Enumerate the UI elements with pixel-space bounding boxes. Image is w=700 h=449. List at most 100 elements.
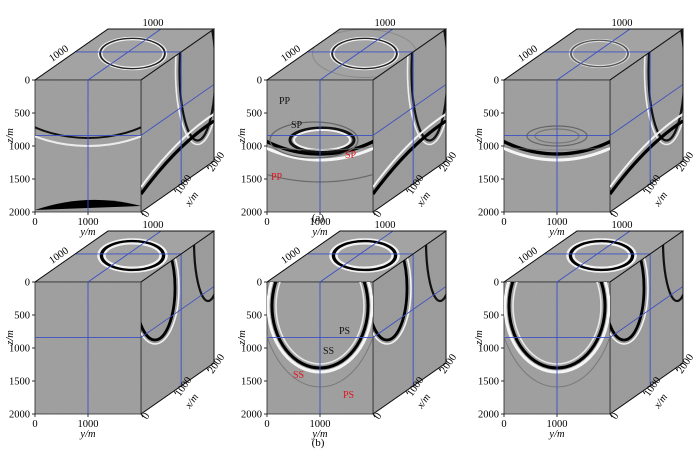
x-axis-label: x/m xyxy=(652,392,671,412)
x-tick xyxy=(675,367,679,372)
side-wavefront xyxy=(373,29,446,195)
top-wavefront xyxy=(97,238,168,273)
y-tick-label: 0 xyxy=(264,419,269,430)
z-tick-label: 2000 xyxy=(241,410,262,421)
crosshair-top-a xyxy=(556,230,631,283)
y-axis-label: y/m xyxy=(548,429,565,440)
y-axis-label: y/m xyxy=(311,227,328,238)
caption-b: (b) xyxy=(312,437,325,449)
z-tick-label: 1500 xyxy=(478,377,499,388)
x-tick xyxy=(438,367,442,372)
x-tick xyxy=(372,211,376,216)
y-tick-label: 0 xyxy=(264,217,269,228)
wave-label-ps-red: PS xyxy=(343,390,354,401)
z-tick-label: 1500 xyxy=(241,175,262,186)
z-tick-label: 2000 xyxy=(9,410,30,421)
y-tick-label: 1000 xyxy=(547,217,568,228)
x-tick-label: 0 xyxy=(609,411,621,422)
wave-label-sp-black: SP xyxy=(291,120,303,131)
x-tick xyxy=(405,188,409,193)
crosshair-side-h xyxy=(140,286,215,338)
wave-label-ps-black: PS xyxy=(339,326,350,337)
z-tick-label: 0 xyxy=(257,278,262,289)
x-tick-label: 0 xyxy=(372,411,384,422)
x-axis-label: x/m xyxy=(652,190,671,210)
z-tick-label: 1000 xyxy=(9,142,30,153)
cube-side-texture xyxy=(373,29,446,212)
top-edge-tick-label: 1000 xyxy=(612,220,633,231)
x-axis-label: x/m xyxy=(415,392,434,412)
crosshair-side-h xyxy=(140,84,215,136)
side-wavefront xyxy=(141,29,214,195)
top-wavefront xyxy=(329,238,400,273)
top-edge-tick-label: 1000 xyxy=(143,220,164,231)
cube-side-texture xyxy=(141,29,214,212)
y-tick-label: 0 xyxy=(501,217,506,228)
x-tick xyxy=(642,390,646,395)
wave-label-pp-black: PP xyxy=(279,96,291,107)
z-axis-label: z/m xyxy=(5,330,16,346)
z-axis-label: z/m xyxy=(5,128,16,144)
x-axis-label: x/m xyxy=(183,392,202,412)
crosshair-top-a xyxy=(87,28,162,81)
y-tick-label: 1000 xyxy=(78,419,99,430)
crosshair-top-a xyxy=(556,28,631,81)
x-axis-label: x/m xyxy=(183,190,202,210)
y-tick-label: 1000 xyxy=(547,419,568,430)
top-wavefront xyxy=(566,238,637,273)
z-tick-label: 0 xyxy=(494,76,499,87)
z-tick-label: 2000 xyxy=(9,208,30,219)
z-tick-label: 500 xyxy=(246,109,262,120)
z-tick-label: 1000 xyxy=(241,142,262,153)
y-tick-label: 0 xyxy=(501,419,506,430)
side-wavefront xyxy=(610,29,683,195)
top-edge-tick-label: 1000 xyxy=(612,18,633,29)
x-tick-label: 0 xyxy=(372,209,384,220)
y-tick-label: 0 xyxy=(32,217,37,228)
x-tick xyxy=(206,165,210,170)
y-tick-label: 1000 xyxy=(78,217,99,228)
z-tick-label: 1500 xyxy=(241,377,262,388)
y-axis-label: y/m xyxy=(79,429,96,440)
z-axis-label: z/m xyxy=(237,330,248,346)
z-tick-label: 1000 xyxy=(478,344,499,355)
z-tick-label: 2000 xyxy=(478,410,499,421)
z-tick-label: 1000 xyxy=(9,344,30,355)
x-tick xyxy=(140,413,144,418)
crosshair-top-a xyxy=(87,230,162,283)
z-tick-label: 2000 xyxy=(478,208,499,219)
top-edge-tick-label: 1000 xyxy=(375,220,396,231)
top-wavefront xyxy=(568,38,631,69)
wave-label-pp-red: PP xyxy=(271,172,283,183)
x-tick xyxy=(206,367,210,372)
y-tick-label: 1000 xyxy=(310,419,331,430)
y-axis-label: y/m xyxy=(548,227,565,238)
crosshair-top-a xyxy=(319,230,394,283)
caption-a: (a) xyxy=(312,212,325,224)
x-tick xyxy=(140,211,144,216)
z-tick-label: 500 xyxy=(14,109,30,120)
x-tick xyxy=(642,188,646,193)
top-edge-tick-label: 1000 xyxy=(375,18,396,29)
z-tick-label: 1000 xyxy=(241,344,262,355)
z-axis-label: z/m xyxy=(237,128,248,144)
z-tick-label: 500 xyxy=(246,311,262,322)
z-tick-label: 500 xyxy=(483,311,499,322)
cube-side-texture xyxy=(610,29,683,212)
y-axis-label: y/m xyxy=(311,429,328,440)
z-tick-label: 500 xyxy=(14,311,30,322)
x-tick-label: 0 xyxy=(140,411,152,422)
z-tick-label: 0 xyxy=(494,278,499,289)
z-tick-label: 1500 xyxy=(478,175,499,186)
x-tick xyxy=(675,165,679,170)
x-tick xyxy=(438,165,442,170)
crosshair-top-a xyxy=(319,28,394,81)
z-tick-label: 1500 xyxy=(9,377,30,388)
y-tick-label: 0 xyxy=(32,419,37,430)
z-tick-label: 0 xyxy=(25,76,30,87)
